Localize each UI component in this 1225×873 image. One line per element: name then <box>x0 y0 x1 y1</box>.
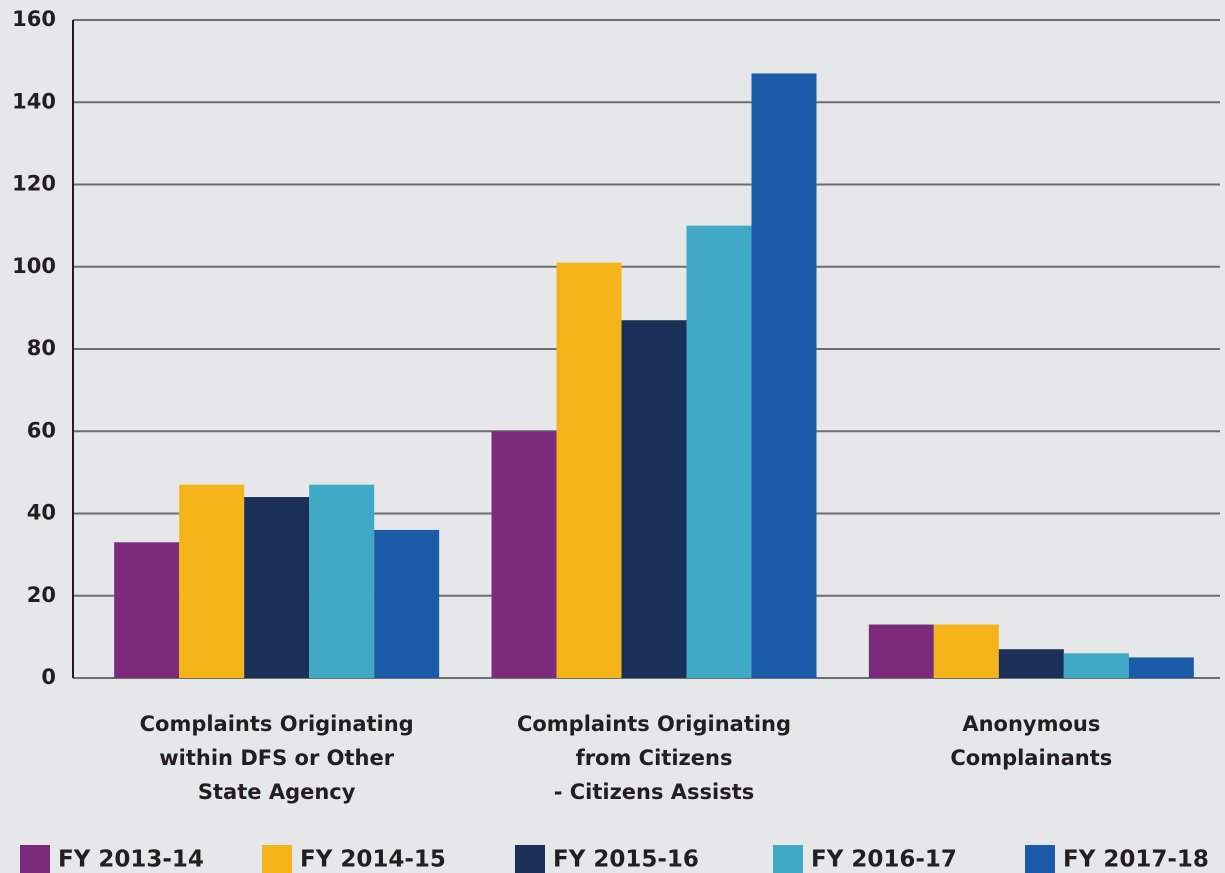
legend-label: FY 2014-15 <box>300 847 446 873</box>
legend-label: FY 2017-18 <box>1063 847 1209 873</box>
bar <box>244 497 310 678</box>
y-tick-label: 100 <box>12 254 56 278</box>
y-tick-label: 0 <box>41 665 56 689</box>
bar <box>621 320 687 678</box>
bar <box>374 529 440 678</box>
bar <box>179 484 245 678</box>
legend-label: FY 2015-16 <box>553 847 699 873</box>
y-tick-label: 120 <box>12 172 56 196</box>
legend-label: FY 2016-17 <box>811 847 957 873</box>
x-tick-label: Complaints Originating within DFS or Othe… <box>140 712 414 804</box>
bar <box>556 262 622 678</box>
bar <box>491 431 557 678</box>
bar <box>868 624 934 678</box>
y-tick-label: 140 <box>12 89 56 113</box>
bar <box>114 542 180 678</box>
bar <box>751 73 817 678</box>
bar <box>686 225 752 678</box>
y-tick-label: 60 <box>27 418 56 442</box>
y-tick-label: 160 <box>12 7 56 31</box>
bar <box>933 624 999 678</box>
y-tick-label: 20 <box>27 583 56 607</box>
legend-swatch <box>515 845 545 873</box>
y-tick-label: 40 <box>27 501 56 525</box>
bar <box>1063 653 1129 678</box>
legend-swatch <box>20 845 50 873</box>
legend-swatch <box>773 845 803 873</box>
y-tick-label: 80 <box>27 336 56 360</box>
bar <box>309 484 375 678</box>
legend-label: FY 2013-14 <box>58 847 204 873</box>
x-tick-label: Complaints Originating from Citizens - Cit… <box>517 712 791 804</box>
legend-swatch <box>262 845 292 873</box>
bar <box>998 649 1064 678</box>
bar <box>1128 657 1194 678</box>
x-tick-label: Anonymous Complainants <box>950 712 1112 770</box>
legend-swatch <box>1025 845 1055 873</box>
